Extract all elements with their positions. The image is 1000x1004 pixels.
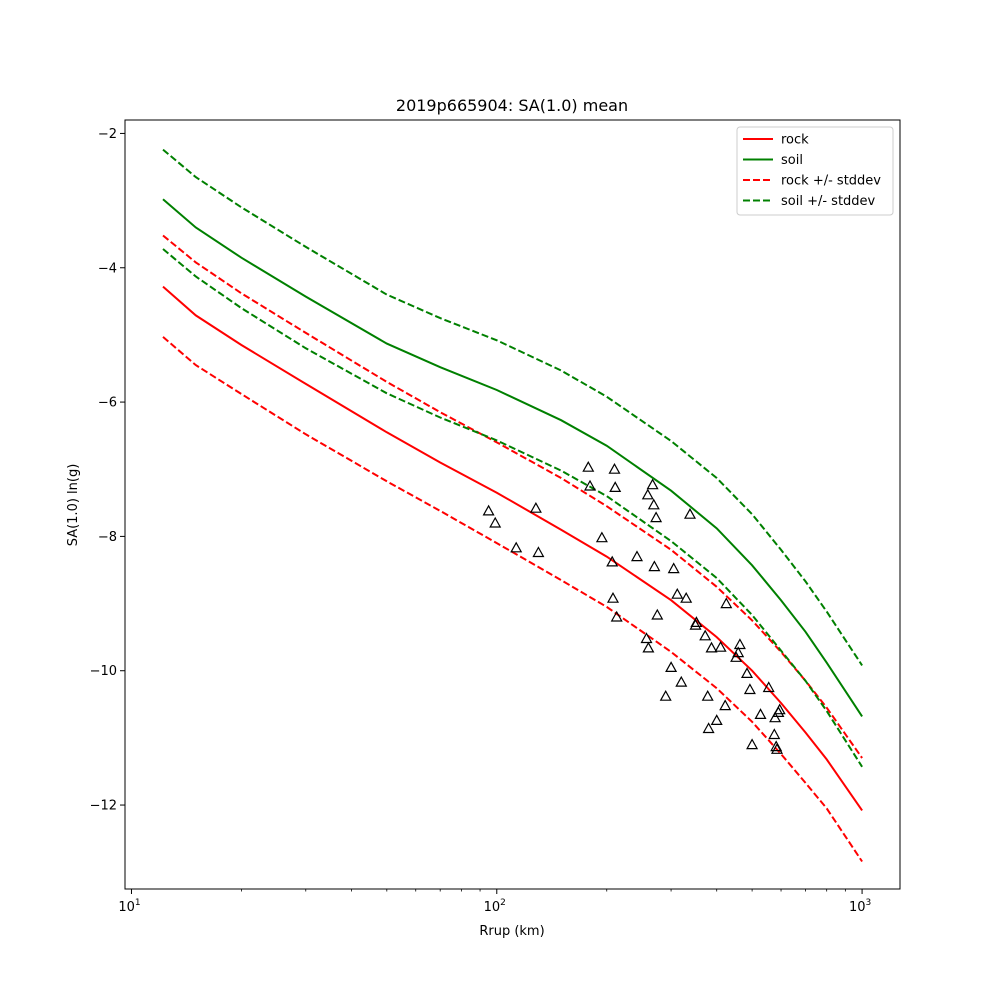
observation-point-52 — [773, 703, 786, 715]
observation-point-28 — [683, 507, 697, 519]
legend-label-2: rock +/- stddev — [781, 174, 881, 189]
observation-point-21 — [651, 608, 664, 620]
observation-point-50 — [770, 743, 784, 754]
observation-point-33 — [702, 722, 715, 734]
observation-point-20 — [650, 511, 663, 523]
series-line-rock-0 — [162, 285, 863, 811]
observation-point-23 — [665, 661, 678, 673]
observation-point-31 — [699, 629, 712, 641]
legend-box — [736, 126, 894, 216]
plot-area — [162, 148, 863, 863]
y-tick-label-4: −10 — [90, 664, 117, 679]
observation-point-46 — [762, 681, 775, 693]
y-axis-label: SA(1.0) ln(g) — [66, 464, 81, 547]
observation-point-15 — [641, 488, 654, 500]
x-tick-exponent-2: 3 — [865, 898, 871, 908]
observation-point-44 — [746, 738, 759, 750]
x-tick-exponent-1: 2 — [500, 898, 506, 908]
observation-point-47 — [768, 728, 781, 740]
y-tick-label-1: −4 — [98, 261, 117, 276]
observation-point-6 — [583, 479, 597, 491]
observation-point-35 — [710, 714, 723, 726]
x-tick-exponent-0: 1 — [135, 898, 141, 908]
observation-point-16 — [642, 641, 655, 653]
observation-point-19 — [648, 560, 661, 572]
observation-point-10 — [608, 462, 621, 474]
observation-point-17 — [646, 478, 659, 490]
observation-point-1 — [489, 516, 502, 528]
observation-point-25 — [671, 587, 684, 599]
observation-point-45 — [754, 708, 767, 720]
observation-point-41 — [733, 638, 746, 650]
observation-point-8 — [606, 555, 619, 567]
observation-point-30 — [690, 616, 703, 628]
observation-point-38 — [720, 597, 733, 609]
observation-point-11 — [609, 481, 622, 492]
observation-point-27 — [680, 591, 693, 603]
series-line-rock-stddev-3 — [162, 336, 863, 863]
observation-point-42 — [740, 667, 754, 679]
observation-point-9 — [606, 591, 620, 603]
observation-point-48 — [769, 711, 782, 723]
observation-point-40 — [732, 646, 745, 658]
observation-point-12 — [610, 610, 623, 622]
legend-label-0: rock — [781, 133, 809, 148]
observation-point-37 — [719, 699, 732, 711]
legend: rock soil rock +/- stddev soil +/- stddev — [736, 126, 894, 216]
chart-title: 2019p665904: SA(1.0) mean — [396, 96, 628, 115]
y-tick-label-2: −6 — [98, 396, 117, 411]
observation-point-2 — [510, 541, 523, 553]
observation-point-14 — [640, 632, 653, 644]
observation-point-3 — [529, 501, 542, 513]
series-line-rock-stddev-2 — [162, 234, 863, 759]
observation-point-5 — [582, 460, 595, 472]
observation-point-4 — [532, 546, 545, 558]
observation-point-26 — [675, 675, 688, 687]
series-line-soil-stddev-5 — [162, 248, 863, 768]
observation-point-43 — [743, 683, 756, 695]
observation-point-7 — [595, 531, 608, 543]
series-line-soil-1 — [162, 198, 863, 717]
x-axis-label: Rrup (km) — [479, 924, 544, 939]
observation-point-49 — [770, 740, 783, 752]
observation-point-24 — [667, 562, 680, 574]
observation-point-36 — [714, 640, 727, 652]
series-line-soil-stddev-4 — [162, 148, 863, 666]
y-tick-label-5: −12 — [90, 799, 117, 814]
axes-frame — [124, 119, 901, 890]
observation-point-18 — [647, 498, 660, 510]
y-tick-label-0: −2 — [98, 127, 117, 142]
observation-point-22 — [659, 689, 672, 701]
observation-point-0 — [482, 504, 495, 516]
y-tick-label-3: −8 — [98, 530, 117, 545]
legend-label-3: soil +/- stddev — [781, 194, 876, 209]
legend-label-1: soil — [781, 153, 803, 168]
observation-point-34 — [705, 641, 718, 653]
observation-point-13 — [630, 550, 644, 562]
observation-point-32 — [701, 689, 714, 701]
